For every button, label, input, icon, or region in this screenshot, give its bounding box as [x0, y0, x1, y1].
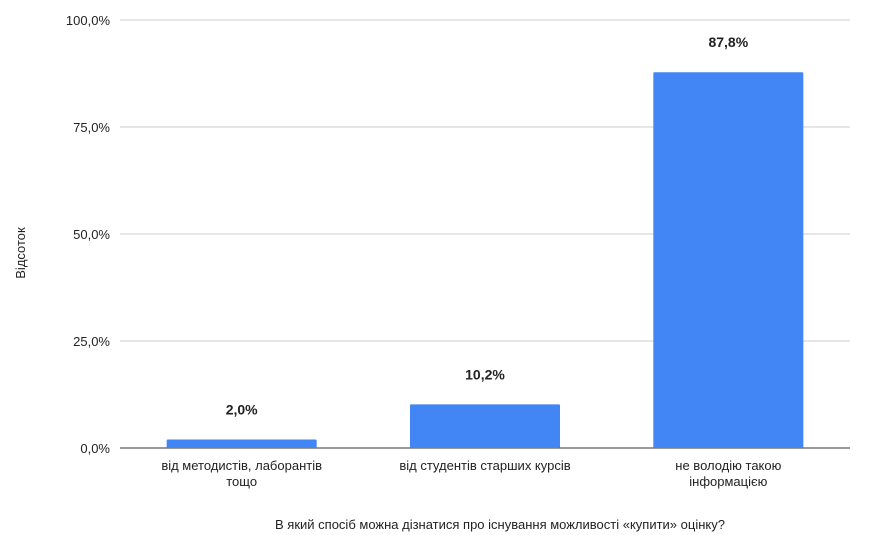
y-axis-title: Відсоток — [13, 227, 28, 279]
y-axis-ticks: 0,0% 25,0% 50,0% 75,0% 100,0% — [66, 13, 111, 456]
x-category-label: від студентів старших курсів — [399, 458, 570, 473]
data-label: 87,8% — [708, 34, 748, 50]
x-category-label-line: не володію такою — [675, 458, 781, 473]
x-axis-categories: від методистів, лаборантів тощо від студен… — [161, 458, 781, 489]
bar — [166, 439, 317, 448]
y-tick-label: 50,0% — [73, 227, 110, 242]
x-category-label-line: тощо — [226, 474, 257, 489]
x-category-label: від методистів, лаборантів тощо — [161, 458, 322, 489]
bars — [166, 72, 804, 448]
x-category-label-line: від студентів старших курсів — [399, 458, 570, 473]
x-axis-title: В який спосіб можна дізнатися про існува… — [275, 517, 725, 532]
data-labels: 2,0% 10,2% 87,8% — [226, 34, 749, 417]
x-category-label-line: інформацією — [689, 474, 767, 489]
data-label: 2,0% — [226, 401, 258, 417]
bar — [410, 404, 560, 448]
y-tick-label: 100,0% — [66, 13, 111, 28]
y-tick-label: 0,0% — [80, 441, 110, 456]
x-category-label-line: від методистів, лаборантів — [161, 458, 322, 473]
y-tick-label: 75,0% — [73, 120, 110, 135]
y-tick-label: 25,0% — [73, 334, 110, 349]
bar — [653, 72, 804, 448]
x-category-label: не володію такою інформацією — [675, 458, 781, 489]
data-label: 10,2% — [465, 366, 505, 382]
